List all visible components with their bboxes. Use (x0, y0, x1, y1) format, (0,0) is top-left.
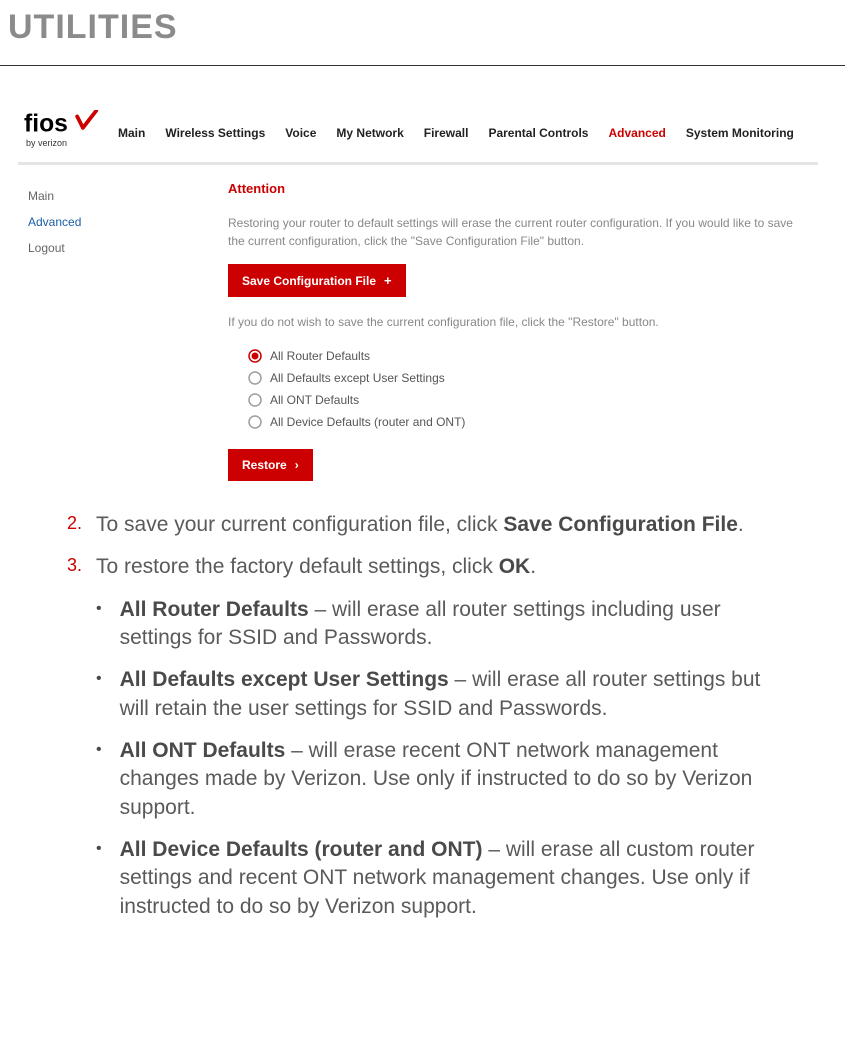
step-2-text-c: . (738, 513, 744, 536)
bullet-item: • All Router Defaults – will erase all ro… (96, 596, 785, 653)
radio-option[interactable]: All Defaults except User Settings (248, 367, 798, 389)
bullet-bold: All ONT Defaults (120, 739, 286, 762)
sidebar-item-main[interactable]: Main (28, 183, 198, 209)
bullet-body: All Router Defaults – will erase all rou… (120, 596, 785, 653)
radio-icon (248, 349, 262, 363)
step-2-number: 2. (60, 511, 82, 539)
step-3: 3. To restore the factory default settin… (60, 553, 785, 581)
bullet-body: All ONT Defaults – will erase recent ONT… (120, 737, 785, 822)
nav-item-main[interactable]: Main (118, 126, 145, 140)
nav-item-my-network[interactable]: My Network (336, 126, 403, 140)
bullet-item: •All ONT Defaults – will erase recent ON… (96, 737, 785, 822)
radio-label: All ONT Defaults (270, 393, 359, 407)
fios-logo: fios by verizon (18, 110, 100, 148)
nav-item-voice[interactable]: Voice (285, 126, 316, 140)
save-config-label: Save Configuration File (242, 274, 376, 288)
by-verizon-text: by verizon (24, 138, 67, 148)
bullet-dot: • (96, 666, 102, 723)
bullet-bold: All Device Defaults (router and ONT) (120, 838, 483, 861)
restore-button[interactable]: Restore › (228, 449, 313, 481)
bullet-list: • All Router Defaults – will erase all ro… (96, 596, 785, 921)
page-title: UTILITIES (0, 0, 845, 65)
step-2-text-a: To save your current configuration file,… (96, 513, 503, 536)
bullet-body: All Defaults except User Settings – will… (120, 666, 785, 723)
sidebar: MainAdvancedLogout (18, 171, 198, 481)
svg-text:fios: fios (24, 111, 68, 138)
fios-logo-svg: fios (24, 110, 100, 140)
bullet-dot: • (96, 596, 102, 653)
top-nav: fios by verizon Main Wireless Settings Voi… (18, 106, 818, 165)
nav-item-parental-controls[interactable]: Parental Controls (488, 126, 588, 140)
radio-option[interactable]: All Device Defaults (router and ONT) (248, 411, 798, 433)
step-2: 2. To save your current configuration fi… (60, 511, 785, 539)
bullet-bold: All Defaults except User Settings (120, 668, 449, 691)
document-body: 2. To save your current configuration fi… (0, 511, 845, 975)
step-3-text-a: To restore the factory default settings,… (96, 555, 499, 578)
nav-item-system-monitoring[interactable]: System Monitoring (686, 126, 794, 140)
radio-option[interactable]: All Router Defaults (248, 345, 798, 367)
radio-label: All Device Defaults (router and ONT) (270, 415, 465, 429)
sidebar-item-logout[interactable]: Logout (28, 235, 198, 261)
step-2-body: To save your current configuration file,… (96, 511, 785, 539)
plus-icon: + (384, 273, 392, 288)
chevron-right-icon: › (295, 458, 299, 472)
radio-label: All Router Defaults (270, 349, 370, 363)
nav-item-wireless-settings[interactable]: Wireless Settings (165, 126, 265, 140)
bullet-dot: • (96, 836, 102, 921)
attention-desc-2: If you do not wish to save the current c… (228, 313, 798, 331)
nav-item-advanced[interactable]: Advanced (608, 126, 665, 140)
radio-label: All Defaults except User Settings (270, 371, 445, 385)
bullet-item: • All Defaults except User Settings – wil… (96, 666, 785, 723)
step-3-number: 3. (60, 553, 82, 581)
radio-option[interactable]: All ONT Defaults (248, 389, 798, 411)
save-config-button[interactable]: Save Configuration File + (228, 264, 406, 297)
radio-icon (248, 371, 262, 385)
radio-icon (248, 393, 262, 407)
nav-items: Main Wireless Settings Voice My Network Fire… (118, 126, 794, 148)
content-panel: Attention Restoring your router to defau… (198, 171, 818, 481)
step-3-text-c: . (530, 555, 536, 578)
bullet-dot: • (96, 737, 102, 822)
sidebar-item-advanced[interactable]: Advanced (28, 209, 198, 235)
bullet-item: •All Device Defaults (router and ONT) – … (96, 836, 785, 921)
radio-list: All Router Defaults All Defaults except U… (248, 345, 798, 433)
divider (0, 65, 845, 66)
step-3-body: To restore the factory default settings,… (96, 553, 785, 581)
attention-heading: Attention (228, 181, 798, 196)
bullet-body: All Device Defaults (router and ONT) – w… (120, 836, 785, 921)
step-3-bold: OK (499, 555, 531, 578)
router-screenshot: fios by verizon Main Wireless Settings Voi… (18, 106, 818, 481)
nav-item-firewall[interactable]: Firewall (424, 126, 469, 140)
attention-desc-1: Restoring your router to default setting… (228, 214, 798, 250)
restore-label: Restore (242, 458, 287, 472)
bullet-bold: All Router Defaults (120, 598, 309, 621)
radio-icon (248, 415, 262, 429)
step-2-bold: Save Configuration File (503, 513, 738, 536)
